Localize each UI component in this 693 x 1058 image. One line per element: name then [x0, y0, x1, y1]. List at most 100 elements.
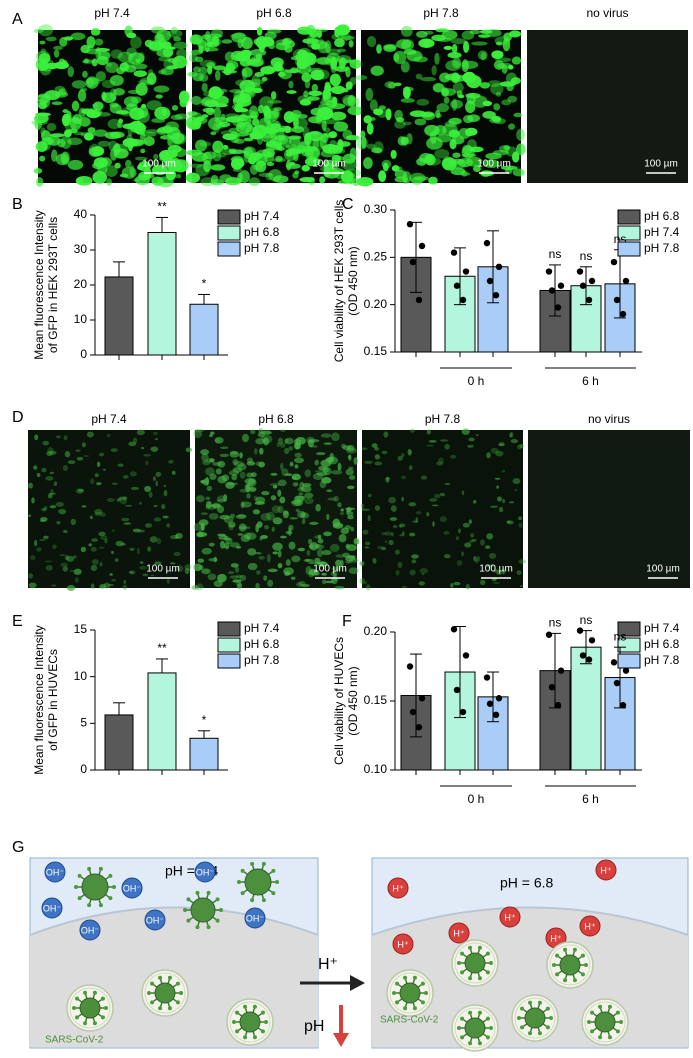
cell	[80, 44, 91, 54]
spike-tip	[261, 898, 266, 903]
cell	[112, 88, 125, 96]
cell	[235, 514, 247, 519]
cell	[415, 517, 419, 523]
cell	[95, 71, 106, 82]
spike-tip	[271, 891, 276, 896]
cell	[258, 555, 265, 560]
ion	[595, 859, 617, 881]
cell	[342, 445, 352, 451]
spike-tip	[243, 1035, 248, 1040]
cell	[374, 454, 381, 460]
cell	[330, 111, 347, 121]
cell	[213, 122, 220, 133]
data-point	[554, 304, 562, 311]
cell	[510, 439, 519, 444]
y-tick-label: 10	[74, 312, 88, 326]
bar	[570, 646, 602, 771]
cell	[334, 38, 345, 48]
cell	[53, 49, 60, 58]
spike-tip	[186, 918, 191, 923]
x-group-label: 0 h	[468, 792, 485, 806]
legend-swatch	[617, 653, 641, 669]
significance: **	[157, 200, 167, 214]
cell	[186, 149, 203, 156]
image-title: no virus	[588, 412, 630, 426]
ion-label: OH⁻	[146, 915, 165, 925]
vesicle-inner	[69, 987, 111, 1029]
cell	[468, 437, 475, 442]
data-point	[483, 674, 491, 681]
scale-bar-label: 100 µm	[477, 159, 511, 170]
cell	[241, 36, 253, 50]
cell	[316, 472, 328, 476]
cell	[299, 99, 312, 106]
cell	[277, 562, 283, 569]
cell	[252, 132, 262, 139]
bar	[189, 737, 219, 771]
cell	[269, 483, 281, 486]
cell	[305, 558, 310, 562]
spike-tip	[563, 978, 568, 983]
cell	[200, 449, 210, 455]
cell	[428, 440, 437, 443]
cell	[171, 105, 179, 111]
cell	[115, 540, 124, 547]
data-point	[453, 282, 461, 289]
cell	[190, 95, 202, 105]
cell	[224, 542, 230, 550]
cell	[359, 561, 365, 566]
cell	[337, 48, 346, 53]
ion-label: H⁺	[600, 865, 611, 875]
cell	[284, 473, 293, 476]
cell	[290, 500, 302, 505]
spike-tip	[584, 963, 588, 967]
cell	[241, 501, 252, 508]
cell	[197, 39, 207, 50]
cell	[227, 482, 239, 486]
cell	[167, 137, 173, 147]
spike-tip	[158, 1006, 163, 1011]
virus	[457, 1010, 493, 1046]
cell	[88, 146, 104, 157]
cell	[86, 77, 95, 88]
cell	[135, 82, 148, 96]
cell	[304, 492, 314, 499]
cell	[117, 51, 134, 63]
y-tick-label: 5	[80, 716, 87, 730]
virus	[232, 1004, 268, 1040]
spike-tip	[98, 903, 103, 908]
spike-tip	[75, 996, 80, 1001]
cell	[222, 133, 238, 141]
cell	[225, 116, 243, 123]
virus-label: SARS-CoV-2	[45, 1035, 104, 1046]
cell	[389, 517, 398, 521]
cell	[263, 575, 268, 581]
cell	[374, 505, 381, 511]
cell	[307, 176, 316, 185]
spike-tip	[252, 1035, 257, 1040]
cell	[246, 526, 251, 530]
spike-tip	[460, 951, 465, 956]
panel-label: E	[12, 613, 23, 630]
cell	[482, 110, 496, 119]
cell	[247, 59, 264, 67]
cell	[255, 53, 263, 60]
cell	[223, 515, 234, 524]
cell	[248, 486, 257, 492]
vesicle-inner	[389, 972, 431, 1014]
cell	[201, 568, 211, 575]
spike-tip	[240, 868, 245, 873]
cell	[325, 580, 334, 584]
ion	[194, 861, 216, 883]
cell	[258, 461, 266, 468]
cell	[134, 156, 148, 161]
cell	[501, 469, 506, 473]
cell	[493, 118, 506, 125]
cell	[269, 138, 278, 144]
cell	[428, 176, 438, 185]
cell	[50, 149, 58, 162]
cell	[102, 92, 117, 103]
spike-tip	[83, 1021, 88, 1026]
cell	[501, 568, 506, 575]
cell	[81, 442, 86, 448]
